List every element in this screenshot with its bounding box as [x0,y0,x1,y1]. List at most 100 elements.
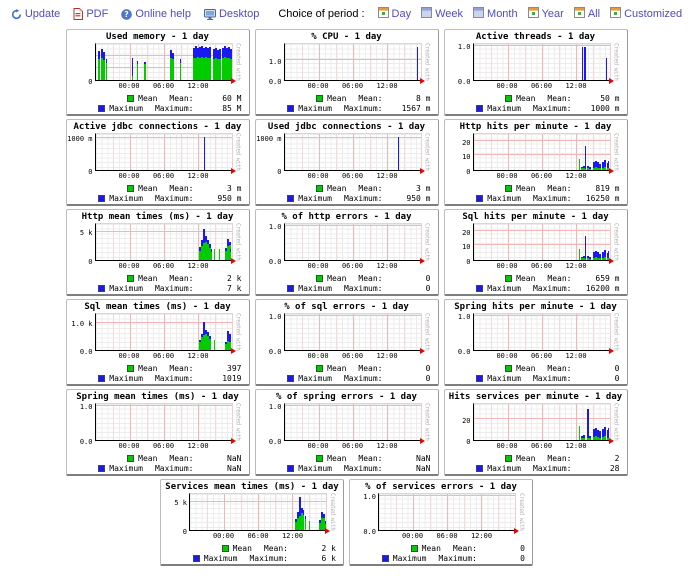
mean-value: 8 m [416,93,431,103]
mean-bar [218,58,221,80]
mean-bar [229,59,232,80]
mean-name: Mean: [169,363,194,373]
mean-bar [224,57,227,80]
legend-line-mean: Mean Mean: 2 k [161,543,336,553]
maximum-label: Maximum [203,553,238,563]
chart-panel[interactable]: % of sql errors - 1 day 1.0 0.0 00:00 06:00 1… [254,299,439,386]
max-bar [204,136,206,170]
grid-vline [592,134,594,170]
update-link[interactable]: Update [11,8,60,20]
mean-swatch [127,454,135,462]
chart-panel[interactable]: Active jdbc connections - 1 day 1000 m 0 00… [65,119,250,206]
chart-panel[interactable]: Services mean times (ms) - 1 day 5 k 0 00:0… [160,479,344,566]
mean-swatch [316,184,324,192]
mean-bar [602,257,605,260]
mean-bar [202,243,205,260]
chart-panel[interactable]: Spring hits per minute - 1 day 1.0 0.0 00:0… [443,299,628,386]
max-bar [583,435,585,440]
chart-panel[interactable]: % CPU - 1 day 1.0 0.0 00:00 06:00 12:00 Create… [254,29,439,116]
mean-label: Mean [516,273,536,283]
y-tick-label: 0.0 [268,438,282,447]
chart-panel[interactable]: Sql mean times (ms) - 1 day 1.0 k 0.0 00:00… [65,299,250,386]
x-tick-label: 00:00 [118,442,140,450]
max-bar [398,136,399,170]
chart-panel[interactable]: Active threads - 1 day 1.0 0.0 00:00 06:00 12… [443,29,628,116]
grid-vline [214,314,216,350]
legend-line-mean: Mean Mean: 819 m [445,183,620,193]
maximum-value: 6 k [321,553,336,563]
grid-vline [490,44,492,80]
maximum-value: NaN [416,463,431,473]
grid-vline [197,404,199,440]
maximum-name: Maximum: [438,553,477,563]
watermark: Created with JRobin [612,403,620,441]
mean-bar [592,437,595,440]
period-link-week[interactable]: Week [421,7,463,21]
period-link-month[interactable]: Month [473,7,518,21]
mean-bar [228,57,231,80]
chart-legend: Mean Mean: 2 k Maximum Maximum: 6 k [161,543,343,563]
mean-name: Mean: [358,183,383,193]
grid-vline [258,494,259,530]
chart-panel[interactable]: % of services errors - 1 day 1.0 0.0 00:00 0… [349,479,533,566]
max-bar [585,145,587,170]
chart-panel[interactable]: Sql hits per minute - 1 day 20 10 0 00:00 06:… [443,209,628,296]
chart-plot [94,223,236,264]
desktop-icon [203,8,216,20]
mean-label: Mean [421,543,441,553]
mean-label: Mean [516,183,536,193]
pdf-link[interactable]: PDF [73,8,108,20]
chart-panel[interactable]: Http mean times (ms) - 1 day 5 k 0 00:00 06:… [65,209,250,296]
x-tick-label: 12:00 [376,172,398,180]
watermark: Created with JRobin [423,313,431,351]
mean-name: Mean: [358,453,383,463]
chart-panel[interactable]: Http hits per minute - 1 day 20 10 0 00:00 06… [443,119,628,206]
chart-title: Hits services per minute - 1 day [448,392,623,402]
axis-arrow-icon [419,78,425,84]
chart-title: % of spring errors - 1 day [276,392,417,402]
y-tick-label: 0 [88,257,93,266]
watermark: Created with JRobin [234,223,242,261]
mean-bar [204,242,207,260]
mean-value: NaN [416,453,431,463]
period-link-day[interactable]: Day [377,7,411,21]
chart-panel[interactable]: Hits services per minute - 1 day 20 0 00:00… [443,389,628,476]
x-tick-label: 12:00 [376,442,398,450]
grid-hline [95,67,232,69]
y-tick-label: 20 [462,138,471,147]
desktop-link[interactable]: Desktop [203,8,259,20]
grid-vline [335,224,337,260]
period-link-year[interactable]: Year [527,7,564,21]
y-tick-label: 10 [462,153,471,162]
period-link-customized[interactable]: Customized [610,7,682,21]
grid-vline [541,224,543,260]
mean-bar [224,251,227,260]
mean-value: 3 m [416,183,431,193]
chart-panel[interactable]: % of spring errors - 1 day 1.0 0.0 00:00 06:… [254,389,439,476]
period-link-all[interactable]: All [573,7,600,21]
grid-vline [352,224,354,260]
chart-panel[interactable]: Used jdbc connections - 1 day 1000 m 0 00:0… [254,119,439,206]
chart-panel[interactable]: % of http errors - 1 day 1.0 0.0 00:00 06:00… [254,209,439,296]
maximum-name: Maximum: [343,373,383,383]
mean-bar [218,249,220,260]
chart-body: 1000 m 0 00:00 06:00 12:00 Created with JRobi… [256,133,438,183]
grid-vline [129,404,131,440]
maximum-label: Maximum [298,373,332,383]
y-tick-label: 1.0 [268,312,282,321]
online-help-link[interactable]: ? Online help [121,8,191,20]
chart-panel[interactable]: Spring mean times (ms) - 1 day 1.0 0.0 00:0… [65,389,250,476]
grid-vline [112,134,114,170]
max-bar [608,251,610,260]
mean-bar [172,59,174,80]
max-bar [583,46,586,80]
mean-swatch [505,94,513,102]
chart-legend: Mean Mean: 397 Maximum Maximum: 1019 [67,363,249,383]
chart-panel[interactable]: Used memory - 1 day 0 00:00 06:00 12:00 Creat… [65,29,250,116]
grid-vline [335,44,337,80]
grid-vline [592,314,594,350]
chart-title: Http hits per minute - 1 day [459,122,612,132]
legend-line-mean: Mean Mean: 3 m [256,183,431,193]
chart-title: Spring hits per minute - 1 day [454,302,617,312]
x-tick-label: 00:00 [307,262,329,270]
